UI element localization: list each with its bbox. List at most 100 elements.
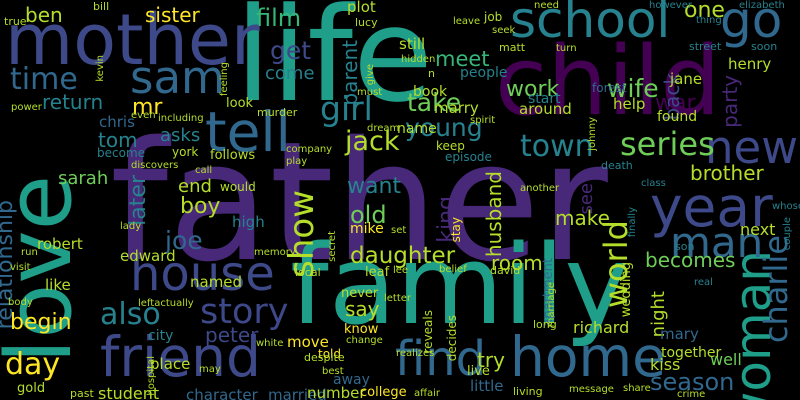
word-must: must xyxy=(357,87,383,98)
word-n: n xyxy=(428,67,435,80)
word-peter: peter xyxy=(205,323,259,347)
word-letter: letter xyxy=(384,293,412,304)
word-sarah: sarah xyxy=(58,168,109,189)
word-realizes: realizes xyxy=(396,348,435,359)
word-decides: decides xyxy=(445,315,459,362)
word-look: look xyxy=(226,96,254,111)
word-henry: henry xyxy=(728,55,772,73)
word-later: later xyxy=(126,175,151,226)
word-like: like xyxy=(45,276,71,294)
word-help: help xyxy=(613,95,646,113)
word-hospital: hospital xyxy=(146,356,157,396)
word-give: give xyxy=(365,64,376,86)
word-real: real xyxy=(694,277,713,288)
word-street: street xyxy=(689,40,722,53)
word-come: come xyxy=(265,63,315,84)
word-never: never xyxy=(341,286,379,301)
word-richard: richard xyxy=(573,318,630,337)
word-town: town xyxy=(520,129,594,164)
word-place: place xyxy=(150,355,191,373)
word-tell: tell xyxy=(205,100,291,164)
word-jack: jack xyxy=(345,126,400,157)
word-dream: dream xyxy=(367,123,400,134)
word-make: make xyxy=(555,206,610,230)
word-around: around xyxy=(519,100,572,118)
word-david: david xyxy=(490,264,521,277)
word-despite: despite xyxy=(304,351,345,364)
word-new: new xyxy=(705,121,799,174)
word-past: past xyxy=(70,387,94,400)
word-name: name xyxy=(397,121,437,137)
word-seek: seek xyxy=(492,25,516,36)
word-change: change xyxy=(346,335,383,346)
word-becomes: becomes xyxy=(645,248,736,272)
word-reveals: reveals xyxy=(421,310,435,354)
word-son: son xyxy=(675,240,695,253)
word-set: set xyxy=(391,225,407,236)
word-body: body xyxy=(8,297,33,308)
word-memory: memory xyxy=(254,247,296,258)
word-tom: tom xyxy=(98,128,138,152)
word-company: company xyxy=(286,144,333,155)
word-affair: affair xyxy=(414,388,441,399)
word-story: story xyxy=(200,292,289,332)
word-call: call xyxy=(195,165,213,176)
word-murder: murder xyxy=(257,106,298,119)
word-old: old xyxy=(350,201,387,229)
word-chris: chris xyxy=(99,113,135,131)
word-death: death xyxy=(601,159,633,172)
word-york: york xyxy=(172,145,199,159)
word-stay: stay xyxy=(449,217,463,243)
word-city: city xyxy=(148,328,174,344)
word-best: best xyxy=(322,366,344,377)
word-power: power xyxy=(11,102,42,113)
word-still: still xyxy=(399,35,426,53)
word-friend: friend xyxy=(100,325,261,389)
word-try: try xyxy=(477,348,505,372)
word-take: take xyxy=(407,88,462,117)
word-high: high xyxy=(232,213,265,231)
word-share: share xyxy=(623,383,651,394)
word-little: little xyxy=(470,377,504,395)
word-finally: finally xyxy=(627,207,638,238)
word-work: work xyxy=(506,77,560,102)
word-hidden: hidden xyxy=(401,54,436,65)
word-another: another xyxy=(520,183,560,194)
word-secret: secret xyxy=(327,231,338,262)
word-message: message xyxy=(569,384,614,395)
word-leftactually: leftactually xyxy=(138,298,194,309)
word-follows: follows xyxy=(210,148,256,163)
word-know: know xyxy=(344,322,379,337)
word-book: book xyxy=(413,84,448,100)
word-wife: wife xyxy=(607,74,659,103)
word-job: job xyxy=(484,10,503,24)
word-start: start xyxy=(528,91,561,107)
word-jane: jane xyxy=(670,70,703,88)
word-brother: brother xyxy=(690,161,764,185)
word-however: however xyxy=(649,0,692,11)
word-year: year xyxy=(650,175,773,239)
word-move: move xyxy=(287,333,329,351)
word-ben: ben xyxy=(25,3,63,27)
word-house: house xyxy=(130,246,275,302)
word-joe: joe xyxy=(165,226,203,255)
word-life: life xyxy=(235,0,433,131)
word-mike: mike xyxy=(350,221,384,237)
word-become: become xyxy=(97,146,146,160)
word-true: true xyxy=(4,15,27,28)
word-turn: turn xyxy=(556,43,577,54)
word-kiss: kiss xyxy=(650,355,681,374)
word-edward: edward xyxy=(120,247,176,265)
word-man: man xyxy=(670,218,764,267)
word-whose: whose xyxy=(772,201,800,212)
word-end: end xyxy=(178,176,212,197)
word-get: get xyxy=(270,36,312,65)
word-want: want xyxy=(347,174,402,199)
word-next: next xyxy=(740,220,776,239)
word-bill: bill xyxy=(93,0,110,13)
word-young: young xyxy=(405,113,483,142)
word-begin: begin xyxy=(10,310,72,335)
word-away: away xyxy=(333,372,370,388)
word-matt: matt xyxy=(499,41,526,54)
